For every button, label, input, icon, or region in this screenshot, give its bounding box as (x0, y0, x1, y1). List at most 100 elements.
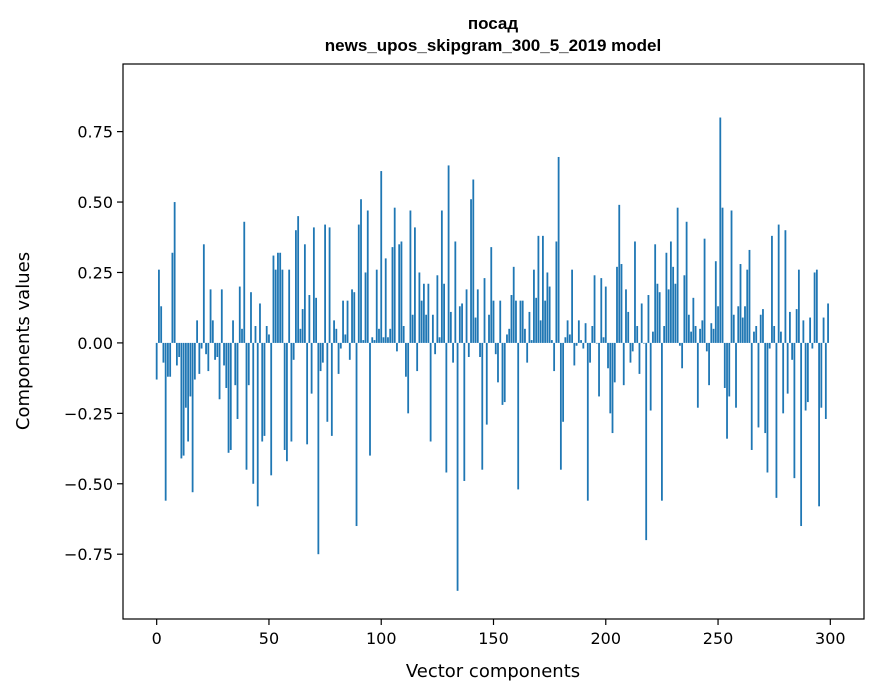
bar-component-111 (405, 342, 407, 377)
x-tick-label: 50 (259, 629, 279, 648)
bar-component-232 (676, 207, 679, 343)
y-axis: −0.75 −0.50 −0.25 0.00 0.25 0.50 0.75 (64, 123, 123, 564)
bar-component-49 (265, 326, 268, 343)
bar-component-168 (533, 269, 535, 343)
bar-component-170 (537, 235, 540, 343)
bar-component-20 (200, 342, 203, 349)
bar-component-206 (618, 204, 621, 343)
bar-component-72 (317, 342, 320, 555)
bar-component-14 (187, 342, 190, 442)
bar-component-205 (616, 266, 618, 343)
bar-component-229 (669, 241, 672, 343)
bar-component-121 (427, 283, 430, 343)
bar-component-148 (488, 314, 490, 343)
bar-component-125 (436, 275, 439, 343)
bar-component-6 (169, 342, 172, 377)
bar-component-83 (342, 300, 344, 343)
bar-component-67 (306, 342, 309, 445)
bar-component-123 (431, 314, 434, 343)
bar-component-291 (809, 317, 812, 343)
bar-component-94 (366, 210, 369, 343)
bar-component-11 (180, 342, 183, 459)
bar-component-73 (319, 342, 322, 372)
bar-component-288 (802, 320, 805, 343)
bar-component-185 (571, 269, 573, 343)
bar-component-290 (806, 342, 809, 403)
bar-component-119 (422, 283, 425, 343)
chart-title-word: посад (468, 14, 519, 33)
bar-component-87 (351, 289, 353, 343)
bar-component-70 (312, 227, 315, 343)
bar-component-85 (346, 300, 349, 343)
bar-component-113 (409, 210, 412, 343)
bar-component-173 (544, 300, 547, 343)
bar-component-129 (445, 342, 448, 473)
bar-component-212 (631, 342, 634, 352)
bar-component-259 (737, 306, 740, 343)
bar-component-273 (768, 342, 771, 349)
bar-component-77 (328, 227, 331, 343)
bar-component-157 (508, 328, 511, 343)
bar-component-144 (479, 342, 481, 357)
bar-component-177 (553, 342, 556, 372)
bar-component-96 (371, 337, 374, 343)
bar-component-283 (791, 342, 794, 360)
bar-component-66 (303, 244, 306, 343)
bar-component-228 (667, 289, 670, 343)
bar-component-50 (268, 334, 270, 343)
bar-component-19 (198, 342, 201, 374)
bar-component-65 (301, 309, 304, 343)
bar-component-28 (218, 342, 221, 400)
bar-component-82 (339, 342, 342, 349)
bar-component-284 (793, 342, 796, 479)
bar-component-98 (375, 269, 378, 343)
bar-component-260 (739, 264, 742, 343)
x-tick-label: 100 (366, 629, 397, 648)
bar-component-178 (555, 241, 558, 343)
bar-component-68 (308, 295, 311, 343)
bar-component-243 (701, 320, 704, 343)
bar-component-196 (595, 342, 598, 344)
bar-component-59 (288, 269, 291, 343)
bar-component-184 (568, 334, 571, 343)
bar-component-89 (355, 342, 358, 527)
bar-component-95 (369, 342, 371, 456)
bar-component-105 (391, 247, 394, 343)
bar-component-29 (220, 289, 223, 343)
bar-component-132 (452, 342, 454, 363)
bar-component-169 (535, 297, 538, 343)
bar-component-149 (490, 247, 493, 343)
bar-component-289 (804, 342, 807, 411)
y-tick-label: −0.75 (64, 545, 113, 564)
bar-component-156 (506, 334, 508, 343)
bar-component-22 (205, 342, 207, 355)
bar-component-292 (811, 342, 814, 349)
bar-component-131 (449, 311, 452, 343)
bar-component-104 (389, 328, 392, 343)
y-axis-label: Components values (13, 252, 34, 430)
bar-component-53 (274, 269, 277, 343)
bar-component-133 (454, 241, 457, 343)
bar-component-86 (348, 342, 351, 360)
bar-component-192 (586, 342, 589, 501)
bar-component-91 (360, 199, 362, 343)
bar-component-74 (321, 342, 324, 363)
bar-component-174 (546, 272, 549, 343)
bar-component-216 (640, 303, 643, 343)
bar-component-189 (580, 340, 582, 343)
bar-component-181 (562, 342, 565, 422)
bar-component-154 (501, 342, 504, 405)
bar-component-127 (440, 210, 443, 343)
bar-component-60 (290, 342, 293, 442)
bar-component-171 (539, 320, 542, 343)
x-tick-label: 0 (152, 629, 162, 648)
bar-component-97 (373, 340, 376, 343)
bar-component-17 (193, 342, 196, 380)
bar-component-126 (438, 337, 441, 343)
bar-component-26 (214, 342, 216, 360)
bar-component-107 (396, 342, 398, 352)
bar-component-267 (755, 326, 758, 343)
bar-component-32 (227, 342, 230, 453)
bar-component-209 (625, 289, 627, 343)
bar-component-249 (714, 261, 717, 343)
